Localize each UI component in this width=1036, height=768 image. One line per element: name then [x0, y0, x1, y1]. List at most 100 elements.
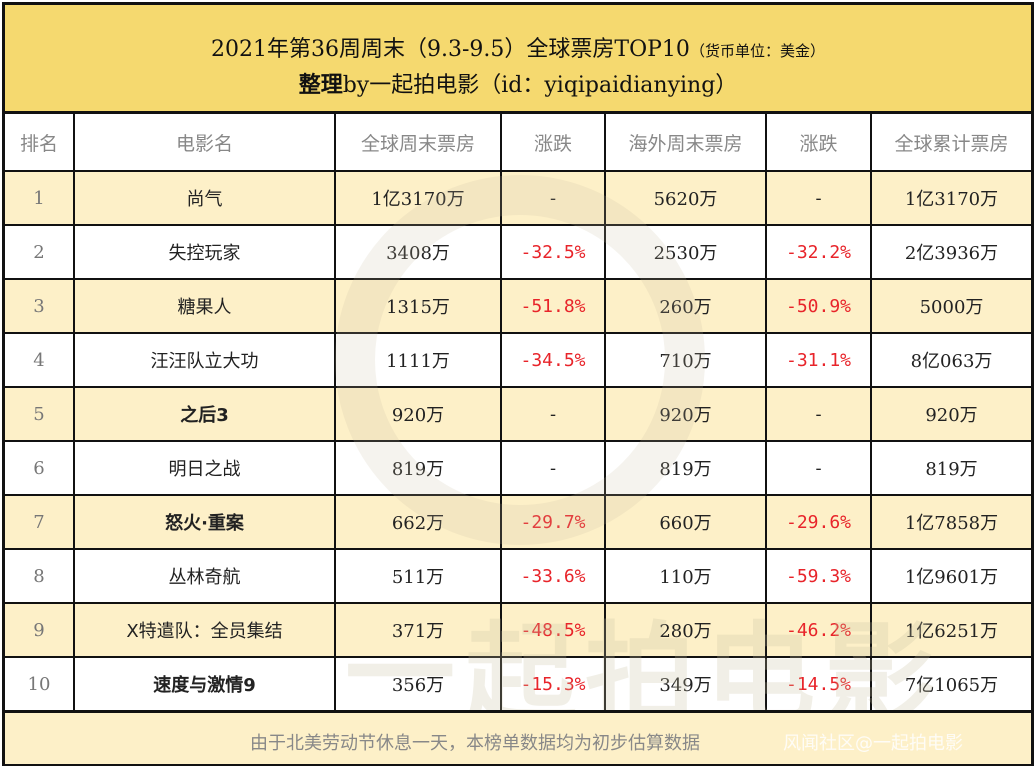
overseas-change-cell: -31.1% [765, 332, 872, 388]
title-line-2: 整理by一起拍电影（id：yiqipaidianying） [5, 67, 1031, 99]
global-weekend-cell: 3408万 [334, 224, 502, 280]
watermark-text: 风闻社区@一起拍电影 [783, 733, 963, 754]
overseas-weekend-cell: 660万 [604, 494, 767, 550]
movie-name-cell: 失控玩家 [73, 224, 336, 280]
movie-name-cell: 速度与激情9 [73, 656, 336, 712]
overseas-weekend-cell: 819万 [604, 440, 767, 496]
table-row: 5 之后3 920万 -920万 -920万 [5, 386, 1031, 442]
movie-name-cell: 尚气 [73, 170, 336, 226]
table-row: 2 失控玩家 3408万 -32.5% 2530万 -32.2% 2亿3936万 [5, 224, 1031, 280]
global-total-cell: 1亿9601万 [870, 548, 1031, 604]
overseas-change-cell: -46.2% [765, 602, 872, 658]
global-total-cell: 819万 [870, 440, 1031, 496]
column-header: 海外周末票房 [604, 114, 767, 172]
global-change-cell: - [500, 440, 606, 496]
table-row: 8 丛林奇航 511万 -33.6% 110万 -59.3% 1亿9601万 [5, 548, 1031, 604]
global-total-cell: 2亿3936万 [870, 224, 1031, 280]
global-total-cell: 5000万 [870, 278, 1031, 334]
currency-unit: （货币单位：美金） [689, 42, 825, 60]
global-weekend-cell: 511万 [334, 548, 502, 604]
rank-cell: 4 [5, 332, 75, 388]
movie-name-cell: 明日之战 [73, 440, 336, 496]
title-banner: 2021年第36周周末（9.3-9.5）全球票房TOP10（货币单位：美金） 整… [5, 5, 1031, 114]
global-weekend-cell: 662万 [334, 494, 502, 550]
movie-name-cell: 之后3 [73, 386, 336, 442]
movie-name-cell: X特遣队：全员集结 [73, 602, 336, 658]
header-row: 排名 电影名 全球周末票房 涨跌 海外周末票房 涨跌 全球累计票房 [5, 114, 1031, 172]
global-total-cell: 920万 [870, 386, 1031, 442]
title-text: 2021年第36周周末（9.3-9.5）全球票房TOP10 [211, 37, 690, 62]
table-row: 10 速度与激情9 356万 -15.3% 349万 -14.5% 7亿1065万 [5, 656, 1031, 712]
overseas-weekend-cell: 280万 [604, 602, 767, 658]
global-change-cell: -29.7% [500, 494, 606, 550]
table-row: 6 明日之战 819万 -819万 -819万 [5, 440, 1031, 496]
overseas-change-cell: -32.2% [765, 224, 872, 280]
movie-name-cell: 怒火·重案 [73, 494, 336, 550]
column-header: 全球周末票房 [334, 114, 502, 172]
rank-cell: 3 [5, 278, 75, 334]
rank-cell: 1 [5, 170, 75, 226]
global-total-cell: 1亿7858万 [870, 494, 1031, 550]
title-line-1: 2021年第36周周末（9.3-9.5）全球票房TOP10（货币单位：美金） [5, 31, 1031, 63]
global-total-cell: 1亿6251万 [870, 602, 1031, 658]
movie-name-cell: 丛林奇航 [73, 548, 336, 604]
rank-cell: 7 [5, 494, 75, 550]
global-total-cell: 7亿1065万 [870, 656, 1031, 712]
table-row: 9 X特遣队：全员集结 371万 -48.5% 280万 -46.2% 1亿6251万 [5, 602, 1031, 658]
global-change-cell: -32.5% [500, 224, 606, 280]
global-change-cell: -33.6% [500, 548, 606, 604]
global-total-cell: 8亿063万 [870, 332, 1031, 388]
overseas-weekend-cell: 349万 [604, 656, 767, 712]
table-row: 1 尚气 1亿3170万 -5620万 -1亿3170万 [5, 170, 1031, 226]
credit-text: by一起拍电影（id：yiqipaidianying） [342, 73, 738, 98]
overseas-change-cell: -29.6% [765, 494, 872, 550]
global-weekend-cell: 1315万 [334, 278, 502, 334]
overseas-change-cell: - [765, 386, 872, 442]
overseas-weekend-cell: 260万 [604, 278, 767, 334]
overseas-change-cell: - [765, 440, 872, 496]
overseas-change-cell: - [765, 170, 872, 226]
rank-cell: 2 [5, 224, 75, 280]
column-header: 涨跌 [765, 114, 872, 172]
column-header: 电影名 [73, 114, 336, 172]
global-change-cell: -51.8% [500, 278, 606, 334]
global-change-cell: - [500, 170, 606, 226]
footer: 由于北美劳动节休息一天，本榜单数据均为初步估算数据 风闻社区@一起拍电影 [5, 710, 1031, 764]
table-row: 7 怒火·重案 662万 -29.7% 660万 -29.6% 1亿7858万 [5, 494, 1031, 550]
box-office-table: 排名 电影名 全球周末票房 涨跌 海外周末票房 涨跌 全球累计票房 1 尚气 1亿3170万 -5… [5, 114, 1031, 712]
movie-name-cell: 汪汪队立大功 [73, 332, 336, 388]
global-weekend-cell: 371万 [334, 602, 502, 658]
table-row: 3 糖果人 1315万 -51.8% 260万 -50.9% 5000万 [5, 278, 1031, 334]
global-total-cell: 1亿3170万 [870, 170, 1031, 226]
global-change-cell: -15.3% [500, 656, 606, 712]
global-change-cell: -34.5% [500, 332, 606, 388]
global-change-cell: - [500, 386, 606, 442]
column-header: 涨跌 [500, 114, 606, 172]
global-weekend-cell: 920万 [334, 386, 502, 442]
overseas-change-cell: -14.5% [765, 656, 872, 712]
overseas-weekend-cell: 920万 [604, 386, 767, 442]
column-header: 排名 [5, 114, 75, 172]
overseas-weekend-cell: 2530万 [604, 224, 767, 280]
credit-bold: 整理 [298, 73, 343, 98]
rank-cell: 6 [5, 440, 75, 496]
global-weekend-cell: 1亿3170万 [334, 170, 502, 226]
overseas-change-cell: -59.3% [765, 548, 872, 604]
global-weekend-cell: 819万 [334, 440, 502, 496]
footer-note: 由于北美劳动节休息一天，本榜单数据均为初步估算数据 [250, 733, 700, 754]
column-header: 全球累计票房 [870, 114, 1031, 172]
global-weekend-cell: 356万 [334, 656, 502, 712]
overseas-change-cell: -50.9% [765, 278, 872, 334]
movie-name-cell: 糖果人 [73, 278, 336, 334]
global-change-cell: -48.5% [500, 602, 606, 658]
rank-cell: 8 [5, 548, 75, 604]
overseas-weekend-cell: 710万 [604, 332, 767, 388]
rank-cell: 9 [5, 602, 75, 658]
rank-cell: 10 [5, 656, 75, 712]
overseas-weekend-cell: 5620万 [604, 170, 767, 226]
global-weekend-cell: 1111万 [334, 332, 502, 388]
table-row: 4 汪汪队立大功 1111万 -34.5% 710万 -31.1% 8亿063万 [5, 332, 1031, 388]
rank-cell: 5 [5, 386, 75, 442]
overseas-weekend-cell: 110万 [604, 548, 767, 604]
